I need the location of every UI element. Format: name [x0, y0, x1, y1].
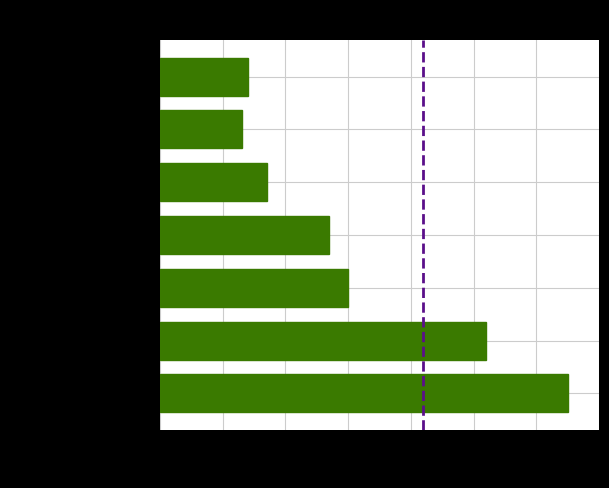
- Bar: [160, 374, 568, 412]
- Bar: [160, 216, 329, 254]
- Bar: [160, 163, 267, 201]
- Bar: [160, 110, 242, 148]
- Bar: [160, 322, 486, 360]
- Bar: [160, 58, 248, 96]
- Bar: [160, 269, 348, 307]
